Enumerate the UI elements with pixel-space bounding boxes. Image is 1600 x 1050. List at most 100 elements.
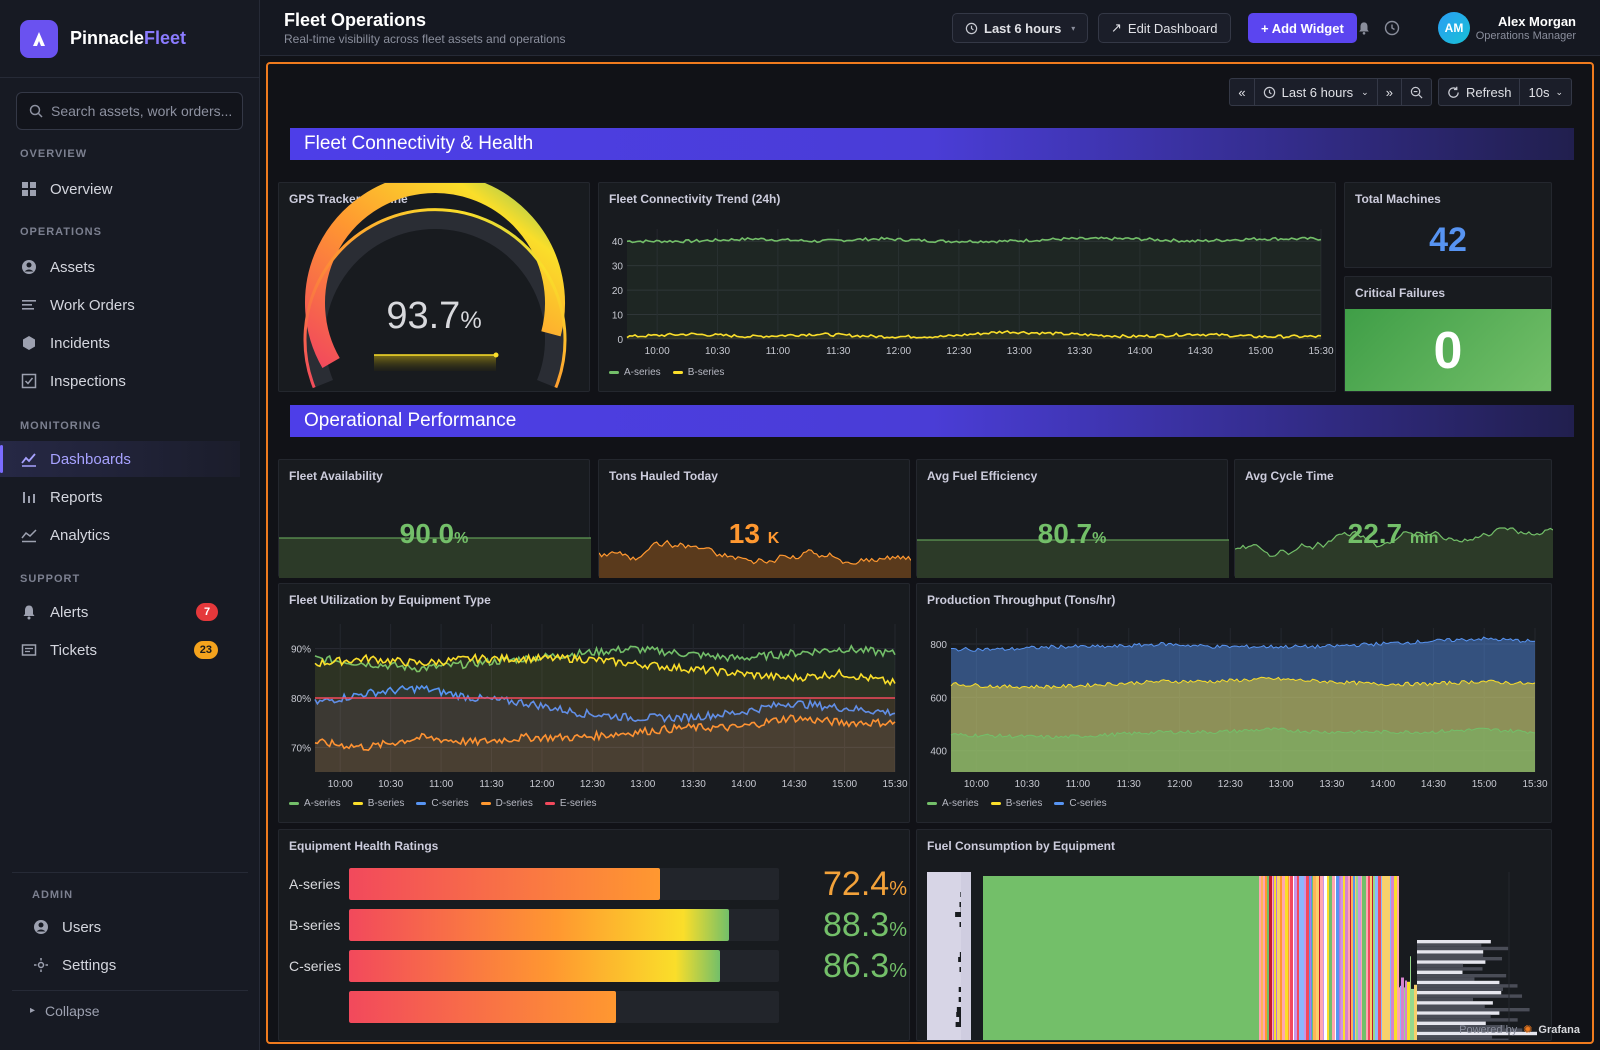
fuel-stripe — [1335, 876, 1336, 1040]
refresh-interval-select[interactable]: 10s ⌄ — [1520, 79, 1571, 105]
search-placeholder: Search assets, work orders... — [51, 103, 233, 119]
refresh-button[interactable]: Refresh — [1439, 79, 1521, 105]
sidebar-item-incidents[interactable]: Incidents — [0, 325, 240, 361]
panel-fuel-efficiency[interactable]: Avg Fuel Efficiency 80.7% — [916, 459, 1229, 578]
fuel-cell — [927, 877, 966, 882]
sidebar-item-inspections[interactable]: Inspections — [0, 363, 240, 399]
legend-item[interactable]: B-series — [352, 798, 404, 809]
sidebar-item-label: Alerts — [50, 603, 89, 621]
zoom-out-button[interactable] — [1402, 79, 1431, 105]
gauge-value-arc — [305, 183, 565, 368]
history-clock-icon[interactable] — [1382, 18, 1402, 38]
sidebar-item-assets[interactable]: Assets — [0, 249, 240, 285]
fuel-stripe — [1362, 876, 1363, 1040]
fuel-efficiency-value: 80.7% — [1037, 518, 1107, 549]
time-range-picker[interactable]: Last 6 hours ▾ — [952, 13, 1089, 43]
row-header-performance[interactable]: Operational Performance — [290, 405, 1574, 437]
x-tick-label: 12:00 — [1167, 779, 1192, 790]
legend-item[interactable]: D-series — [480, 798, 533, 809]
panel-title: Fleet Availability — [289, 469, 383, 483]
sidebar-item-analytics[interactable]: Analytics — [0, 517, 240, 553]
fuel-cell — [1417, 984, 1518, 988]
sidebar-item-users[interactable]: Users — [12, 909, 248, 945]
fuel-cell — [927, 1012, 957, 1017]
x-tick-label: 11:30 — [1117, 779, 1142, 790]
y-tick-label: 400 — [930, 747, 947, 758]
tickets-count-badge: 23 — [193, 641, 218, 659]
total-machines-value: 42 — [1429, 221, 1467, 259]
panel-cycle-time[interactable]: Avg Cycle Time 22.7 min — [1234, 459, 1553, 578]
legend-item[interactable]: C-series — [416, 798, 469, 809]
legend-swatch — [352, 801, 363, 805]
sidebar-item-alerts[interactable]: Alerts 7 — [0, 594, 240, 630]
fuel-stripe — [1274, 876, 1276, 1040]
sidebar-item-settings[interactable]: Settings — [12, 947, 248, 983]
list-icon — [20, 296, 38, 314]
x-tick-label: 12:00 — [529, 779, 554, 790]
panel-fleet-availability[interactable]: Fleet Availability 90.0% — [278, 459, 591, 578]
time-forward-button[interactable]: » — [1378, 79, 1402, 105]
x-tick-label: 14:00 — [1370, 779, 1395, 790]
brand[interactable]: PinnacleFleet — [0, 0, 259, 78]
fuel-cell — [927, 1037, 967, 1040]
legend-item[interactable]: B-series — [672, 367, 724, 378]
fuel-cell — [927, 982, 966, 987]
sidebar-item-work-orders[interactable]: Work Orders — [0, 287, 240, 323]
dashboard-time-picker[interactable]: Last 6 hours ⌄ — [1255, 79, 1378, 105]
legend-item[interactable]: A-series — [927, 798, 979, 809]
health-bar-fill — [349, 909, 729, 941]
sidebar-item-dashboards[interactable]: Dashboards — [0, 441, 240, 477]
panel-equipment-health[interactable]: Equipment Health Ratings A-series 72.4% B-… — [278, 829, 910, 1041]
fuel-cell — [927, 937, 962, 942]
fuel-stripe — [1273, 876, 1274, 1040]
series-area-A-series — [951, 727, 1535, 772]
sidebar-item-reports[interactable]: Reports — [0, 479, 240, 515]
x-tick-label: 12:30 — [946, 346, 971, 357]
legend-label: B-series — [1005, 798, 1043, 809]
health-bar-track — [349, 909, 779, 941]
panel-fleet-utilization[interactable]: Fleet Utilization by Equipment Type 70% 8… — [278, 583, 910, 823]
row-header-connectivity[interactable]: Fleet Connectivity & Health — [290, 128, 1574, 160]
brand-logo-icon — [20, 19, 58, 58]
refresh-controls: Refresh 10s ⌄ — [1437, 78, 1572, 106]
fuel-cell — [1417, 1004, 1485, 1008]
fuel-stripe — [1280, 876, 1282, 1040]
panel-critical-failures[interactable]: Critical Failures 0 — [1344, 276, 1552, 392]
legend-item[interactable]: B-series — [990, 798, 1043, 809]
legend-item[interactable]: A-series — [289, 798, 341, 809]
legend-label: A-series — [304, 798, 341, 809]
edit-dashboard-button[interactable]: ↗ Edit Dashboard — [1098, 13, 1231, 43]
fuel-cell — [927, 1002, 964, 1007]
notifications-bell-icon[interactable] — [1354, 18, 1374, 38]
panel-total-machines[interactable]: Total Machines 42 — [1344, 182, 1552, 268]
user-name[interactable]: Alex Morgan — [1497, 14, 1576, 29]
panel-fuel-consumption[interactable]: Fuel Consumption by Equipment — [916, 829, 1552, 1041]
panel-production-throughput[interactable]: Production Throughput (Tons/hr) 400 600 80… — [916, 583, 1552, 823]
series-area-B-series — [315, 654, 895, 772]
fuel-stripe — [1382, 876, 1384, 1040]
avatar[interactable]: AM — [1438, 12, 1470, 44]
tons-value: 13 K — [728, 518, 780, 549]
sidebar-item-overview[interactable]: Overview — [0, 171, 240, 207]
panel-title: Fleet Connectivity Trend (24h) — [609, 192, 781, 206]
x-tick-label: 10:30 — [705, 346, 730, 357]
time-back-button[interactable]: « — [1230, 79, 1255, 105]
fuel-cell — [1417, 997, 1474, 1002]
panel-title: Critical Failures — [1355, 286, 1446, 300]
panel-tons-hauled[interactable]: Tons Hauled Today 13 K — [598, 459, 911, 578]
legend-swatch — [609, 370, 619, 374]
fuel-cell — [927, 1032, 962, 1037]
panel-gps-trackers[interactable]: GPS Trackers Online 9 — [278, 182, 590, 392]
add-widget-button[interactable]: + Add Widget — [1248, 13, 1357, 43]
collapse-button[interactable]: ▸ Collapse — [12, 990, 248, 1030]
collapse-label: Collapse — [45, 1002, 100, 1019]
double-chevron-right-icon: » — [1385, 84, 1393, 100]
fuel-stripe — [1390, 876, 1391, 1040]
panel-connectivity-trend[interactable]: Fleet Connectivity Trend (24h) 0 10 20 30 40… — [598, 182, 1336, 392]
search-input[interactable]: Search assets, work orders... — [16, 92, 243, 130]
sidebar-item-tickets[interactable]: Tickets 23 — [0, 632, 240, 668]
legend-item[interactable]: E-series — [544, 798, 597, 809]
gear-icon — [32, 956, 50, 974]
legend-item[interactable]: C-series — [1054, 798, 1107, 809]
legend-item[interactable]: A-series — [609, 367, 661, 378]
